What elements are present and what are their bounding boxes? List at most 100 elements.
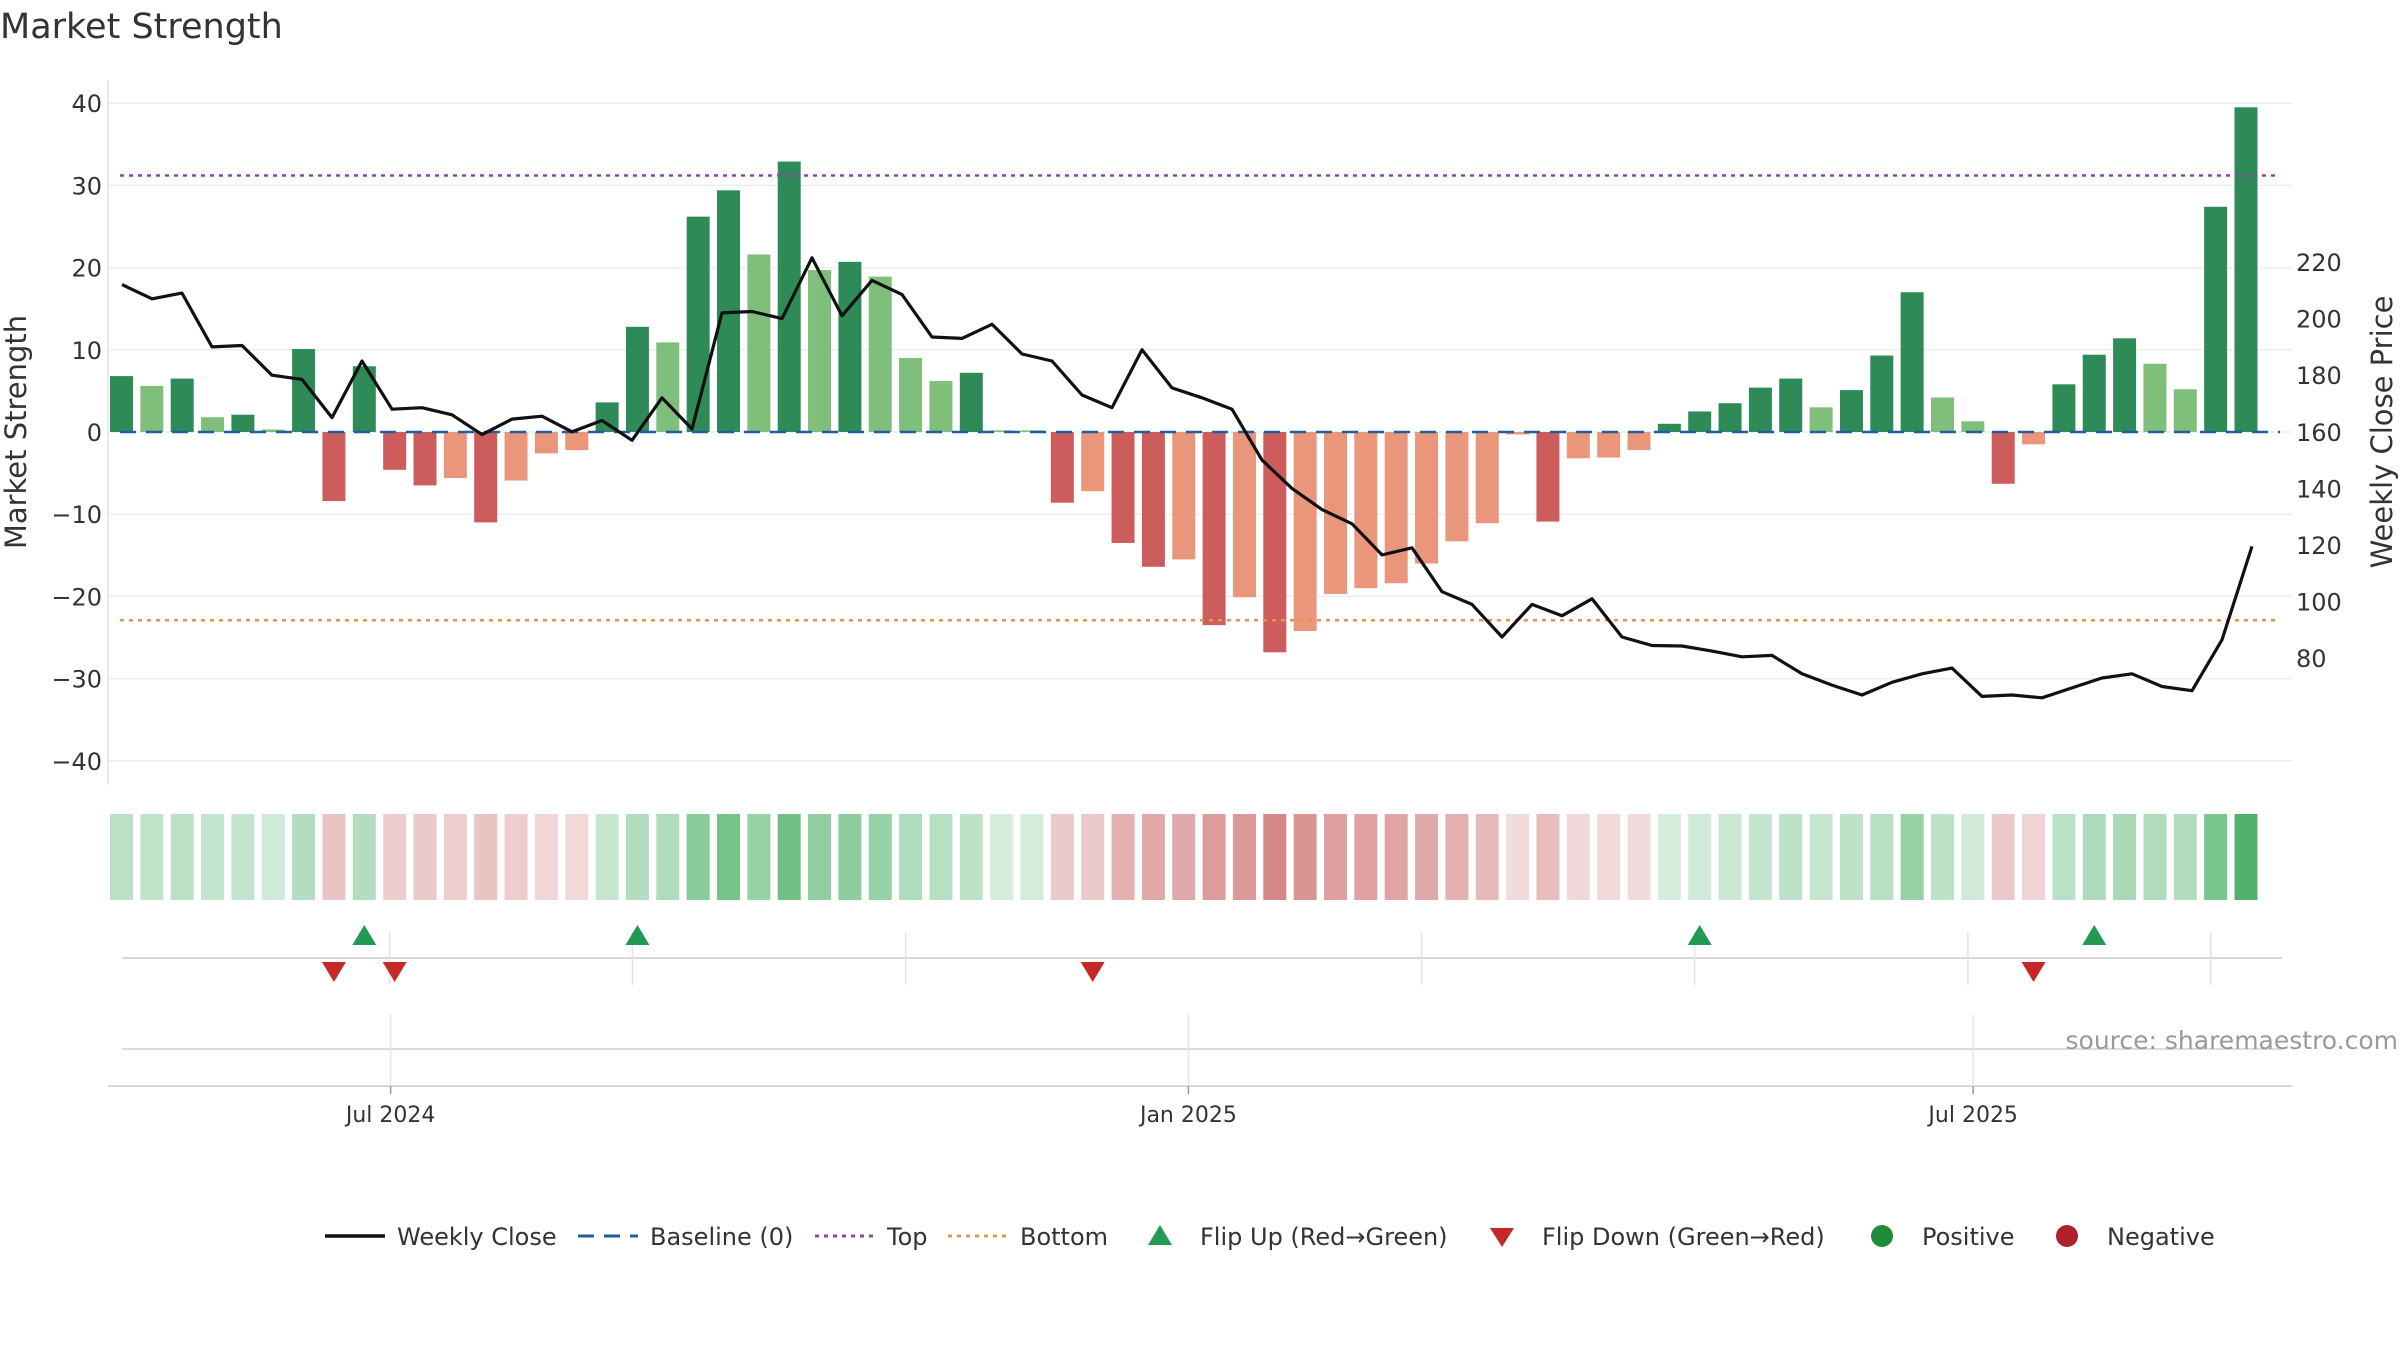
heat-cell <box>1718 814 1742 900</box>
legend-item: Flip Down (Green→Red) <box>1490 1223 1825 1251</box>
strength-bar <box>1475 432 1499 524</box>
strength-bar <box>1050 432 1074 503</box>
heat-cell <box>1870 814 1894 900</box>
legend-label: Negative <box>2107 1223 2215 1251</box>
strength-bar <box>2143 363 2167 432</box>
heat-cell <box>2173 814 2197 900</box>
strength-bar <box>1202 432 1226 626</box>
legend-circle-swatch <box>2056 1225 2078 1247</box>
strength-bar <box>231 414 255 432</box>
strength-bar <box>1354 432 1378 589</box>
x-tick-label: Jul 2025 <box>1926 1103 2018 1128</box>
y-axis-left: 40 30 20 10 0 −10 −20 −30 −40 <box>51 90 102 776</box>
heat-cell <box>2234 814 2258 900</box>
y-axis-right: 220 200 180 160 140 120 100 80 <box>2296 249 2342 673</box>
strength-bar <box>1657 423 1681 432</box>
heat-cell <box>656 814 680 900</box>
y2-tick-label: 120 <box>2296 532 2342 560</box>
strength-bar <box>1081 432 1105 492</box>
strength-bar <box>1415 432 1439 564</box>
flip-up-marker <box>352 925 377 945</box>
y-tick-label: −20 <box>51 583 102 611</box>
heat-cell <box>322 814 346 900</box>
heat-cell <box>110 814 133 900</box>
y2-tick-label: 80 <box>2296 645 2327 673</box>
strength-bar <box>201 417 225 432</box>
flip-up-marker <box>2082 925 2107 945</box>
heat-cell <box>565 814 589 900</box>
strength-bar <box>1263 432 1287 653</box>
flip-down-marker <box>2021 962 2046 982</box>
strength-bar <box>990 430 1014 432</box>
strength-bar <box>1839 390 1863 432</box>
heat-cell <box>929 814 953 900</box>
heat-cell <box>1232 814 1256 900</box>
legend-item: Top <box>815 1223 928 1251</box>
reference-lines <box>120 174 2280 622</box>
heat-cell <box>777 814 801 900</box>
heat-cell <box>1293 814 1317 900</box>
heat-cell <box>1324 814 1347 900</box>
strength-bar <box>443 432 467 479</box>
strength-bar <box>1718 403 1742 432</box>
flip-down-marker <box>1080 962 1105 982</box>
strength-bar <box>1324 432 1347 594</box>
heat-cell <box>443 814 467 900</box>
strength-bar <box>2052 384 2076 432</box>
heat-cell <box>170 814 194 900</box>
strength-bar <box>2113 338 2137 432</box>
y-tick-label: −30 <box>51 666 102 694</box>
heat-cell <box>1900 814 1924 900</box>
strength-bar <box>322 432 346 502</box>
heat-cell <box>1748 814 1772 900</box>
strength-bar <box>140 385 164 432</box>
heat-cell <box>1141 814 1165 900</box>
heat-cell <box>413 814 437 900</box>
strength-bar <box>1566 432 1590 459</box>
source-note: source: sharemaestro.com <box>2066 1026 2399 1055</box>
heat-cell <box>1931 814 1954 900</box>
strength-bar <box>2204 206 2228 432</box>
legend-label: Bottom <box>1020 1223 1108 1251</box>
heat-cell <box>201 814 225 900</box>
heat-cell <box>2204 814 2228 900</box>
heat-cell <box>2143 814 2167 900</box>
heat-cell <box>899 814 923 900</box>
strength-bar <box>595 402 619 432</box>
legend-tri-up-swatch <box>1148 1225 1172 1245</box>
heat-cell <box>352 814 376 900</box>
legend-label: Flip Up (Red→Green) <box>1200 1223 1448 1251</box>
strength-bar <box>1779 378 1803 432</box>
heat-cell <box>868 814 892 900</box>
heat-cell <box>1445 814 1469 900</box>
heat-cell <box>1020 814 1044 900</box>
weekly-close-series <box>121 256 2254 700</box>
y-tick-label: 10 <box>71 337 102 365</box>
heat-cell <box>2082 814 2106 900</box>
strength-bar <box>625 326 649 432</box>
heat-cell <box>990 814 1014 900</box>
strength-bar <box>1111 432 1135 543</box>
heat-cell <box>747 814 771 900</box>
heat-cell <box>625 814 649 900</box>
strength-bar <box>534 432 558 454</box>
legend: Weekly Close Baseline (0) Top Bottom Flip Up… <box>325 1223 2215 1251</box>
x-tick-label: Jul 2024 <box>344 1103 436 1128</box>
strength-bar <box>565 432 589 451</box>
y-tick-label: 20 <box>71 255 102 283</box>
legend-circle-swatch <box>1871 1225 1893 1247</box>
strength-bar <box>2234 107 2258 432</box>
y2-tick-label: 220 <box>2296 249 2342 277</box>
heat-cell <box>1536 814 1560 900</box>
strength-bar <box>1748 387 1772 432</box>
strength-bar <box>1232 432 1256 598</box>
y2-tick-label: 180 <box>2296 362 2342 390</box>
strength-bar <box>929 381 953 432</box>
heat-cell <box>808 814 832 900</box>
legend-label: Flip Down (Green→Red) <box>1542 1223 1825 1251</box>
heat-cell <box>231 814 255 900</box>
strength-bar <box>1172 432 1196 560</box>
x-axis: Jul 2024 Jan 2025 Jul 2025 <box>108 1014 2292 1128</box>
strength-bar <box>1384 432 1408 584</box>
heat-cell <box>1111 814 1135 900</box>
